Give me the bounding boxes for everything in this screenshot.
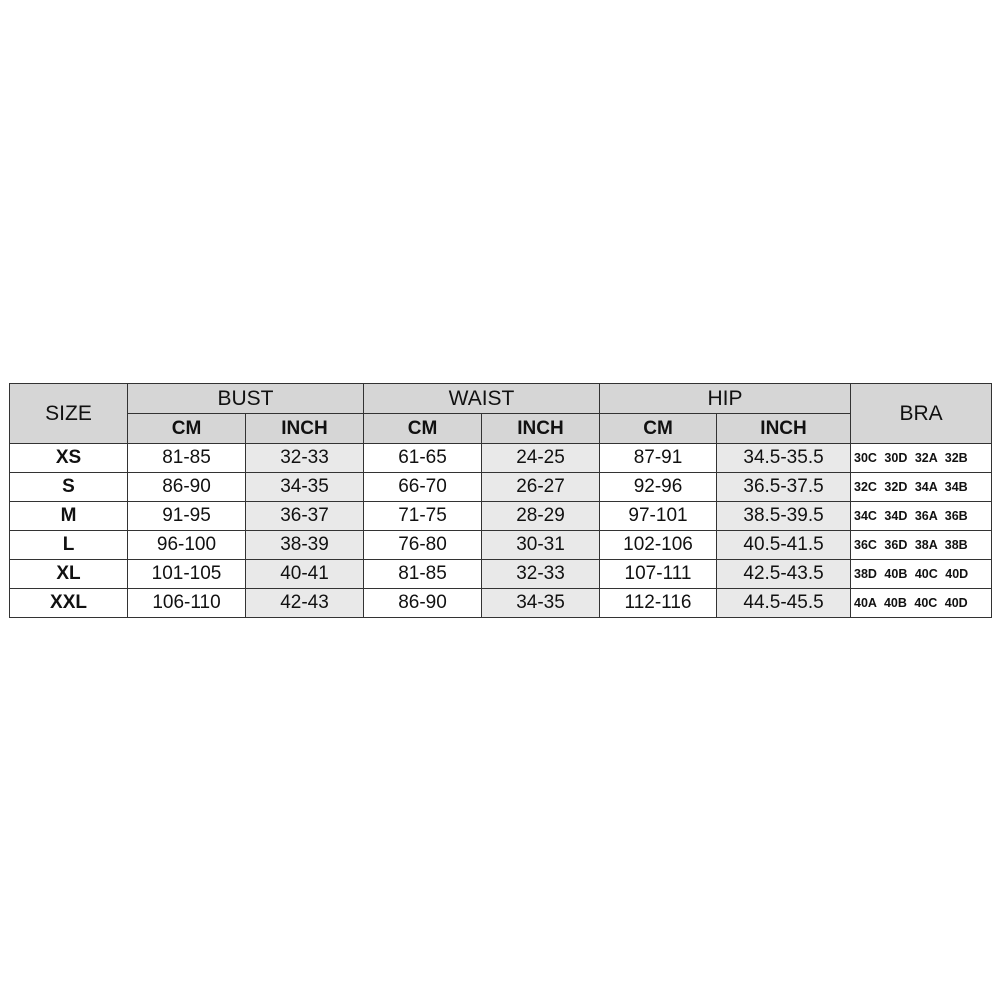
bust-inch-cell: 38-39 (244, 530, 365, 560)
waist-cm-header: CM (363, 413, 483, 444)
waist-inch-cell: 32-33 (481, 559, 601, 589)
hip-inch-cell: 44.5-45.5 (716, 588, 852, 618)
bust-cm-cell: 91-95 (127, 501, 246, 531)
bust-inch-cell: 32-33 (244, 443, 365, 473)
waist-cm-cell: 66-70 (363, 472, 483, 502)
bust-cm-cell: 106-110 (127, 588, 246, 618)
table-row: S 86-90 34-35 66-70 26-27 92-96 36.5-37.5 32C 3… (9, 472, 993, 502)
size-cell: L (9, 530, 128, 560)
waist-inch-cell: 28-29 (481, 501, 601, 531)
bra-cell: 36C 36D 38A 38B (850, 530, 993, 560)
waist-inch-cell: 26-27 (481, 472, 601, 502)
size-chart-table: SIZE BUST WAIST HIP BRA CM INCH CM INCH … (9, 383, 993, 618)
hip-cm-cell: 97-101 (599, 501, 718, 531)
hip-cm-cell: 107-111 (599, 559, 718, 589)
size-header: SIZE (9, 383, 128, 444)
waist-cm-cell: 86-90 (363, 588, 483, 618)
bra-cell: 40A 40B 40C 40D (850, 588, 993, 618)
waist-cm-cell: 71-75 (363, 501, 483, 531)
bust-inch-cell: 34-35 (244, 472, 365, 502)
bra-header: BRA (850, 383, 993, 444)
hip-header: HIP (599, 383, 852, 414)
bust-inch-header: INCH (244, 413, 365, 444)
table-row: M 91-95 36-37 71-75 28-29 97-101 38.5-39.5 34C … (9, 501, 993, 531)
size-cell: XL (9, 559, 128, 589)
waist-inch-header: INCH (481, 413, 601, 444)
bra-cell: 30C 30D 32A 32B (850, 443, 993, 473)
bust-cm-cell: 81-85 (127, 443, 246, 473)
hip-cm-cell: 92-96 (599, 472, 718, 502)
bra-cell: 34C 34D 36A 36B (850, 501, 993, 531)
bust-inch-cell: 36-37 (244, 501, 365, 531)
bust-cm-cell: 101-105 (127, 559, 246, 589)
waist-header: WAIST (363, 383, 601, 414)
bust-cm-cell: 96-100 (127, 530, 246, 560)
hip-inch-cell: 42.5-43.5 (716, 559, 852, 589)
bust-cm-cell: 86-90 (127, 472, 246, 502)
waist-cm-cell: 81-85 (363, 559, 483, 589)
waist-inch-cell: 30-31 (481, 530, 601, 560)
bra-cell: 32C 32D 34A 34B (850, 472, 993, 502)
bra-cell: 38D 40B 40C 40D (850, 559, 993, 589)
size-cell: XXL (9, 588, 128, 618)
bust-cm-header: CM (127, 413, 246, 444)
waist-inch-cell: 24-25 (481, 443, 601, 473)
hip-cm-header: CM (599, 413, 718, 444)
hip-inch-cell: 38.5-39.5 (716, 501, 852, 531)
table-row: XL 101-105 40-41 81-85 32-33 107-111 42.5-43.5… (9, 559, 993, 589)
waist-cm-cell: 76-80 (363, 530, 483, 560)
hip-cm-cell: 112-116 (599, 588, 718, 618)
hip-cm-cell: 102-106 (599, 530, 718, 560)
size-cell: XS (9, 443, 128, 473)
hip-cm-cell: 87-91 (599, 443, 718, 473)
bust-inch-cell: 40-41 (244, 559, 365, 589)
hip-inch-cell: 34.5-35.5 (716, 443, 852, 473)
table-row: XXL 106-110 42-43 86-90 34-35 112-116 44.5-45.… (9, 588, 993, 618)
bust-header: BUST (126, 383, 365, 414)
hip-inch-cell: 40.5-41.5 (716, 530, 852, 560)
hip-inch-cell: 36.5-37.5 (716, 472, 852, 502)
table-row: L 96-100 38-39 76-80 30-31 102-106 40.5-41.5 36… (9, 530, 993, 560)
waist-inch-cell: 34-35 (481, 588, 601, 618)
hip-inch-header: INCH (716, 413, 852, 444)
bust-inch-cell: 42-43 (244, 588, 365, 618)
waist-cm-cell: 61-65 (363, 443, 483, 473)
size-cell: M (9, 501, 128, 531)
size-cell: S (9, 472, 128, 502)
table-row: XS 81-85 32-33 61-65 24-25 87-91 34.5-35.5 30C … (9, 443, 993, 473)
